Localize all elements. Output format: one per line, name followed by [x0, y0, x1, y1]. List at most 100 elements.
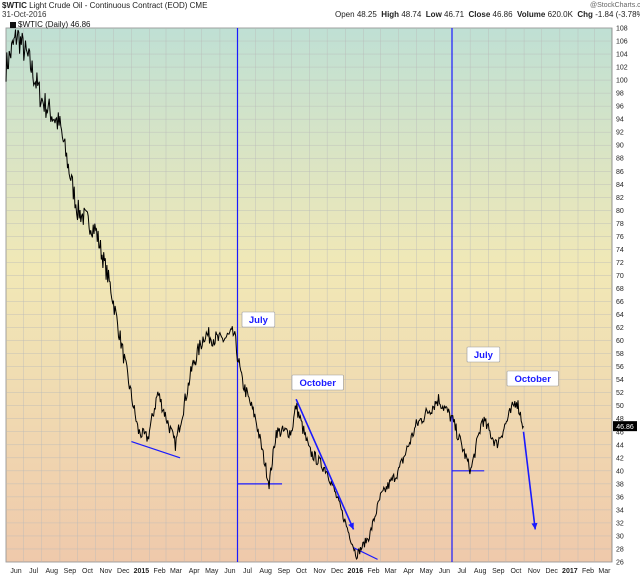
x-tick-label: Apr	[403, 568, 415, 575]
y-tick-label: 40	[616, 468, 624, 475]
annotation-labels: July October July October	[241, 311, 559, 391]
y-tick-label: 104	[616, 52, 628, 59]
annotation-label: October	[514, 374, 551, 385]
x-tick-label: Nov	[313, 568, 326, 575]
y-tick-label: 48	[616, 416, 624, 423]
series-legend: $WTIC (Daily) 46.86	[10, 20, 90, 29]
y-tick-label: 50	[616, 403, 624, 410]
grid	[5, 27, 612, 563]
instrument-name: Light Crude Oil - Continuous Contract (E…	[29, 1, 188, 10]
chg-label: Chg	[577, 10, 593, 19]
chart-title: $WTIC Light Crude Oil - Continuous Contr…	[2, 1, 207, 10]
x-tick-label: Nov	[528, 568, 541, 575]
chg-value: -1.84 (-3.78%)	[595, 10, 640, 19]
y-tick-label: 36	[616, 494, 624, 501]
annotation-label-box	[506, 370, 559, 387]
x-axis-ticks: Jun Jul Aug Sep Oct Nov Dec 2015 Feb Mar Apr May Jun…	[10, 568, 611, 575]
arrow-shaft	[522, 431, 537, 530]
x-tick-label: Feb	[582, 568, 594, 575]
y-tick-label: 80	[616, 208, 624, 215]
x-tick-label: Nov	[99, 568, 112, 575]
x-tick-label: Sep	[64, 568, 77, 575]
y-tick-label: 100	[616, 78, 628, 85]
y-tick-label: 86	[616, 169, 624, 176]
x-tick-label: Jun	[439, 568, 450, 575]
x-tick-label: May	[420, 568, 434, 575]
symbol: $WTIC	[2, 1, 27, 10]
x-tick-label: Feb	[154, 568, 166, 575]
y-tick-label: 26	[616, 560, 624, 567]
y-tick-label: 38	[616, 481, 624, 488]
x-tick-label: 2017	[562, 568, 578, 575]
x-tick-label: Sep	[278, 568, 291, 575]
x-tick-label: May	[205, 568, 219, 575]
arrow-head	[348, 522, 354, 530]
close-value: 46.86	[492, 10, 513, 19]
arrow-shaft	[295, 398, 355, 530]
x-tick-label: Dec	[117, 568, 130, 575]
high-label: High	[381, 10, 400, 19]
y-tick-label: 46	[616, 429, 624, 436]
y-tick-label: 108	[616, 26, 628, 33]
x-tick-label: Dec	[545, 568, 558, 575]
y-tick-label: 32	[616, 520, 624, 527]
low-value: 46.71	[444, 10, 465, 19]
y-tick-label: 62	[616, 325, 624, 332]
x-tick-label: Sep	[492, 568, 505, 575]
legend-swatch	[10, 21, 16, 28]
y-tick-label: 70	[616, 273, 624, 280]
x-tick-label: Mar	[598, 568, 611, 575]
x-tick-label: Dec	[331, 568, 344, 575]
x-tick-label: Aug	[259, 568, 272, 575]
y-tick-label: 106	[616, 39, 628, 46]
y-tick-label: 58	[616, 351, 624, 358]
annotation-label: October	[299, 378, 336, 389]
y-tick-label: 42	[616, 455, 624, 462]
x-tick-label: Jul	[458, 568, 467, 575]
y-tick-label: 52	[616, 390, 624, 397]
y-tick-label: 90	[616, 143, 624, 150]
x-tick-label: Mar	[170, 568, 183, 575]
x-tick-label: Aug	[46, 568, 59, 575]
x-tick-label: Oct	[296, 568, 307, 575]
volume-value: 620.0K	[547, 10, 573, 19]
y-tick-label: 94	[616, 117, 624, 124]
stockcharts-logo: @StockCharts.com	[590, 2, 640, 9]
annotation-label-box	[291, 374, 344, 391]
y-tick-label: 88	[616, 156, 624, 163]
quote-date: 31-Oct-2016	[2, 10, 47, 19]
annotation-label: July	[249, 315, 269, 326]
annotation-label-box	[241, 311, 276, 328]
y-tick-label: 60	[616, 338, 624, 345]
x-tick-label: Jul	[29, 568, 38, 575]
quote-summary: Open 48.25 High 48.74 Low 46.71 Close 46…	[335, 10, 640, 19]
exchange: CME	[189, 1, 208, 10]
plot-background	[5, 27, 613, 563]
last-price-marker: 46.86	[613, 421, 637, 432]
x-tick-label: 2016	[348, 568, 364, 575]
y-tick-label: 72	[616, 260, 624, 267]
y-tick-label: 34	[616, 507, 624, 514]
volume-label: Volume	[517, 10, 546, 19]
y-tick-label: 66	[616, 299, 624, 306]
arrow-head	[531, 522, 538, 530]
y-tick-label: 92	[616, 130, 624, 137]
x-tick-label: Mar	[384, 568, 397, 575]
y-tick-label: 84	[616, 182, 624, 189]
x-tick-label: Oct	[510, 568, 521, 575]
last-price-box	[613, 421, 637, 432]
last-price-label: 46.86	[616, 424, 634, 431]
y-tick-label: 76	[616, 234, 624, 241]
y-tick-label: 74	[616, 247, 624, 254]
x-tick-label: Apr	[189, 568, 201, 575]
trend-line	[131, 440, 181, 459]
open-label: Open	[335, 10, 355, 19]
y-tick-label: 30	[616, 533, 624, 540]
annotation-label-box	[466, 346, 501, 363]
close-label: Close	[468, 10, 491, 19]
x-tick-label: Oct	[82, 568, 93, 575]
x-tick-label: Jun	[10, 568, 21, 575]
high-value: 48.74	[401, 10, 422, 19]
y-tick-label: 82	[616, 195, 624, 202]
